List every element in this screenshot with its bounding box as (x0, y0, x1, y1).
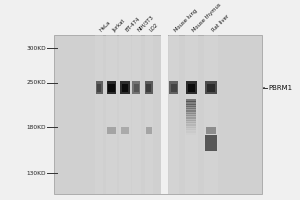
Bar (54, 35, 262, 194)
Bar (106, 35, 117, 194)
Bar (186, 117, 197, 121)
Bar (120, 81, 130, 94)
Text: Mouse lung: Mouse lung (174, 8, 199, 33)
Bar (169, 35, 179, 194)
Text: PBRM1: PBRM1 (268, 85, 292, 91)
Text: Rat liver: Rat liver (211, 14, 230, 33)
Bar (119, 35, 131, 194)
Bar (169, 81, 178, 94)
Bar (186, 129, 197, 133)
Text: Jurkat: Jurkat (112, 18, 126, 33)
Text: BT-474: BT-474 (125, 16, 142, 33)
Bar (145, 81, 153, 94)
Bar (186, 108, 197, 112)
Bar (186, 101, 197, 105)
Bar (97, 84, 101, 92)
Text: 300KD: 300KD (27, 46, 46, 51)
Text: Mouse thymus: Mouse thymus (191, 2, 222, 33)
Bar (186, 131, 197, 135)
Text: LO2: LO2 (149, 22, 160, 33)
Bar (107, 127, 116, 134)
Bar (186, 127, 197, 130)
Bar (185, 35, 198, 194)
Bar (186, 110, 197, 114)
Bar (161, 35, 168, 194)
Bar (188, 84, 195, 92)
Bar (95, 81, 103, 94)
Bar (186, 113, 197, 116)
Bar (205, 81, 217, 94)
Bar (186, 99, 197, 102)
Bar (146, 127, 152, 134)
Bar (132, 35, 141, 194)
Text: HeLa: HeLa (99, 20, 112, 33)
Bar (121, 127, 129, 134)
Bar (205, 135, 217, 151)
Bar (95, 35, 103, 194)
Bar (186, 122, 197, 126)
Bar (186, 120, 197, 123)
Bar (186, 115, 197, 119)
Bar (108, 84, 115, 92)
Bar (146, 84, 152, 92)
Bar (186, 104, 197, 107)
Bar (122, 84, 128, 92)
Bar (206, 127, 216, 134)
Bar (186, 124, 197, 128)
Text: 250KD: 250KD (27, 80, 46, 85)
Bar (145, 35, 153, 194)
Bar (171, 84, 177, 92)
Bar (186, 106, 197, 109)
Text: 180KD: 180KD (27, 125, 46, 130)
Text: 130KD: 130KD (27, 171, 46, 176)
Bar (204, 35, 218, 194)
Text: NIH/3T3: NIH/3T3 (136, 15, 154, 33)
Bar (134, 84, 139, 92)
Bar (133, 81, 140, 94)
Bar (186, 81, 197, 94)
Bar (207, 84, 215, 92)
Bar (107, 81, 116, 94)
